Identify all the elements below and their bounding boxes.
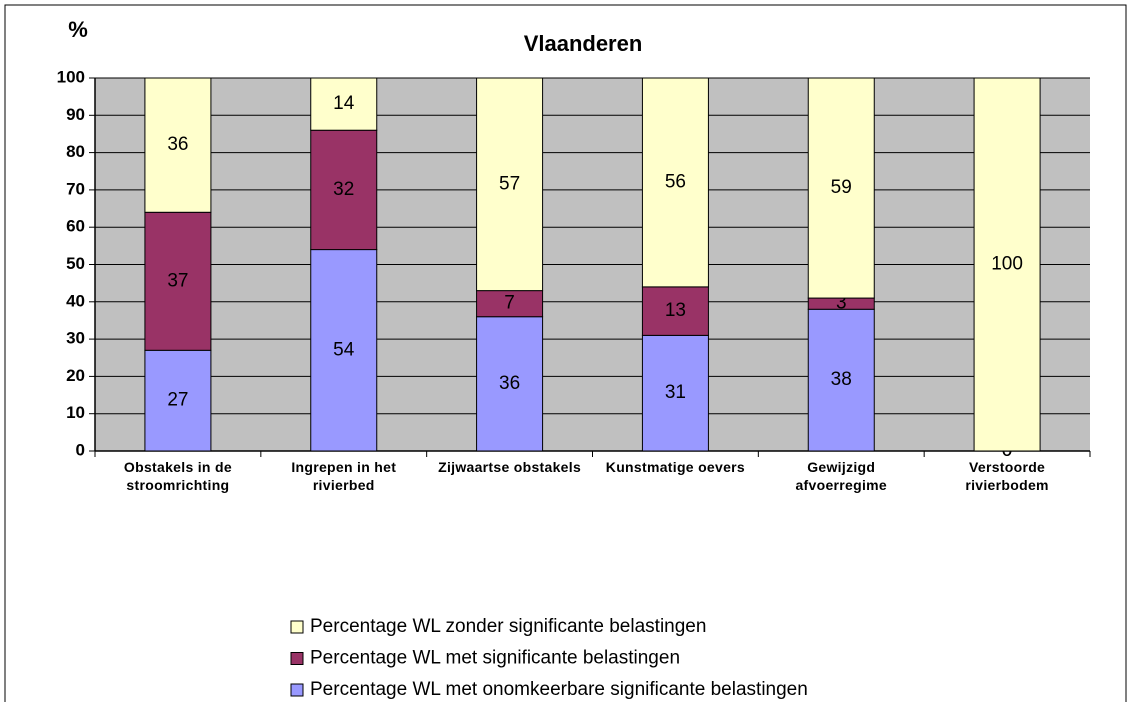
x-tick-label: Zijwaartse obstakels <box>438 459 582 475</box>
bar-segment <box>973 77 1041 452</box>
data-label: 37 <box>167 270 188 291</box>
x-tick-label: Kunstmatige oevers <box>605 459 746 475</box>
y-tick-label: 20 <box>66 366 85 385</box>
y-tick-label: 30 <box>66 329 85 348</box>
bar-segment <box>807 308 875 452</box>
x-tick-label: Verstoorde rivierbodem <box>965 459 1049 493</box>
bar-segment <box>807 77 875 299</box>
data-label: 56 <box>665 171 686 192</box>
chart-title: Vlaanderen <box>524 31 643 56</box>
y-tick-label: 100 <box>57 67 85 86</box>
bar-segment <box>476 316 544 452</box>
y-tick-label: 50 <box>66 254 85 273</box>
bar-segment <box>310 77 378 131</box>
data-label: 100 <box>991 254 1023 275</box>
data-label: 57 <box>499 173 520 194</box>
legend-label: Percentage WL zonder significante belast… <box>310 616 706 637</box>
y-tick-label: 80 <box>66 142 85 161</box>
bar-segment <box>310 249 378 452</box>
y-tick-label: 10 <box>66 403 85 422</box>
data-label: 36 <box>499 373 520 394</box>
bar-segment <box>641 334 709 452</box>
data-label: 7 <box>504 293 515 314</box>
data-label: 13 <box>665 300 686 321</box>
legend-swatch <box>290 652 304 665</box>
bar-segment <box>144 211 212 351</box>
legend-swatch <box>290 620 304 634</box>
data-label: 32 <box>333 179 354 200</box>
x-tick-label: Obstakels in de stroomrichting <box>123 459 232 493</box>
chart-frame <box>4 4 1127 702</box>
data-label: 3 <box>836 293 847 314</box>
bar-segment <box>144 77 212 213</box>
y-tick-label: 60 <box>66 217 85 236</box>
y-tick-label: 90 <box>66 105 85 124</box>
y-tick-label: 0 <box>76 440 85 459</box>
legend-swatch <box>290 683 304 697</box>
legend-label: Percentage WL met significante belasting… <box>310 648 680 669</box>
legend-label: Percentage WL met onomkeerbare significa… <box>310 679 808 700</box>
bar-segment <box>641 77 709 288</box>
bar-segment <box>476 290 544 318</box>
y-tick-label: 70 <box>66 179 85 198</box>
x-tick-label: Gewijzigd afvoerregime <box>795 459 887 493</box>
bar-segment <box>476 77 544 292</box>
y-tick-label: 40 <box>66 291 85 310</box>
data-label: 31 <box>665 382 686 403</box>
data-label: 38 <box>831 369 852 390</box>
data-label: 59 <box>831 177 852 198</box>
bar-segment <box>641 286 709 336</box>
x-tick-label: Ingrepen in het rivierbed <box>291 459 397 493</box>
data-label: 27 <box>167 390 188 411</box>
data-label: 14 <box>333 93 355 114</box>
data-label: 36 <box>167 134 188 155</box>
y-axis-label: % <box>68 17 88 42</box>
data-label: 54 <box>333 339 355 360</box>
